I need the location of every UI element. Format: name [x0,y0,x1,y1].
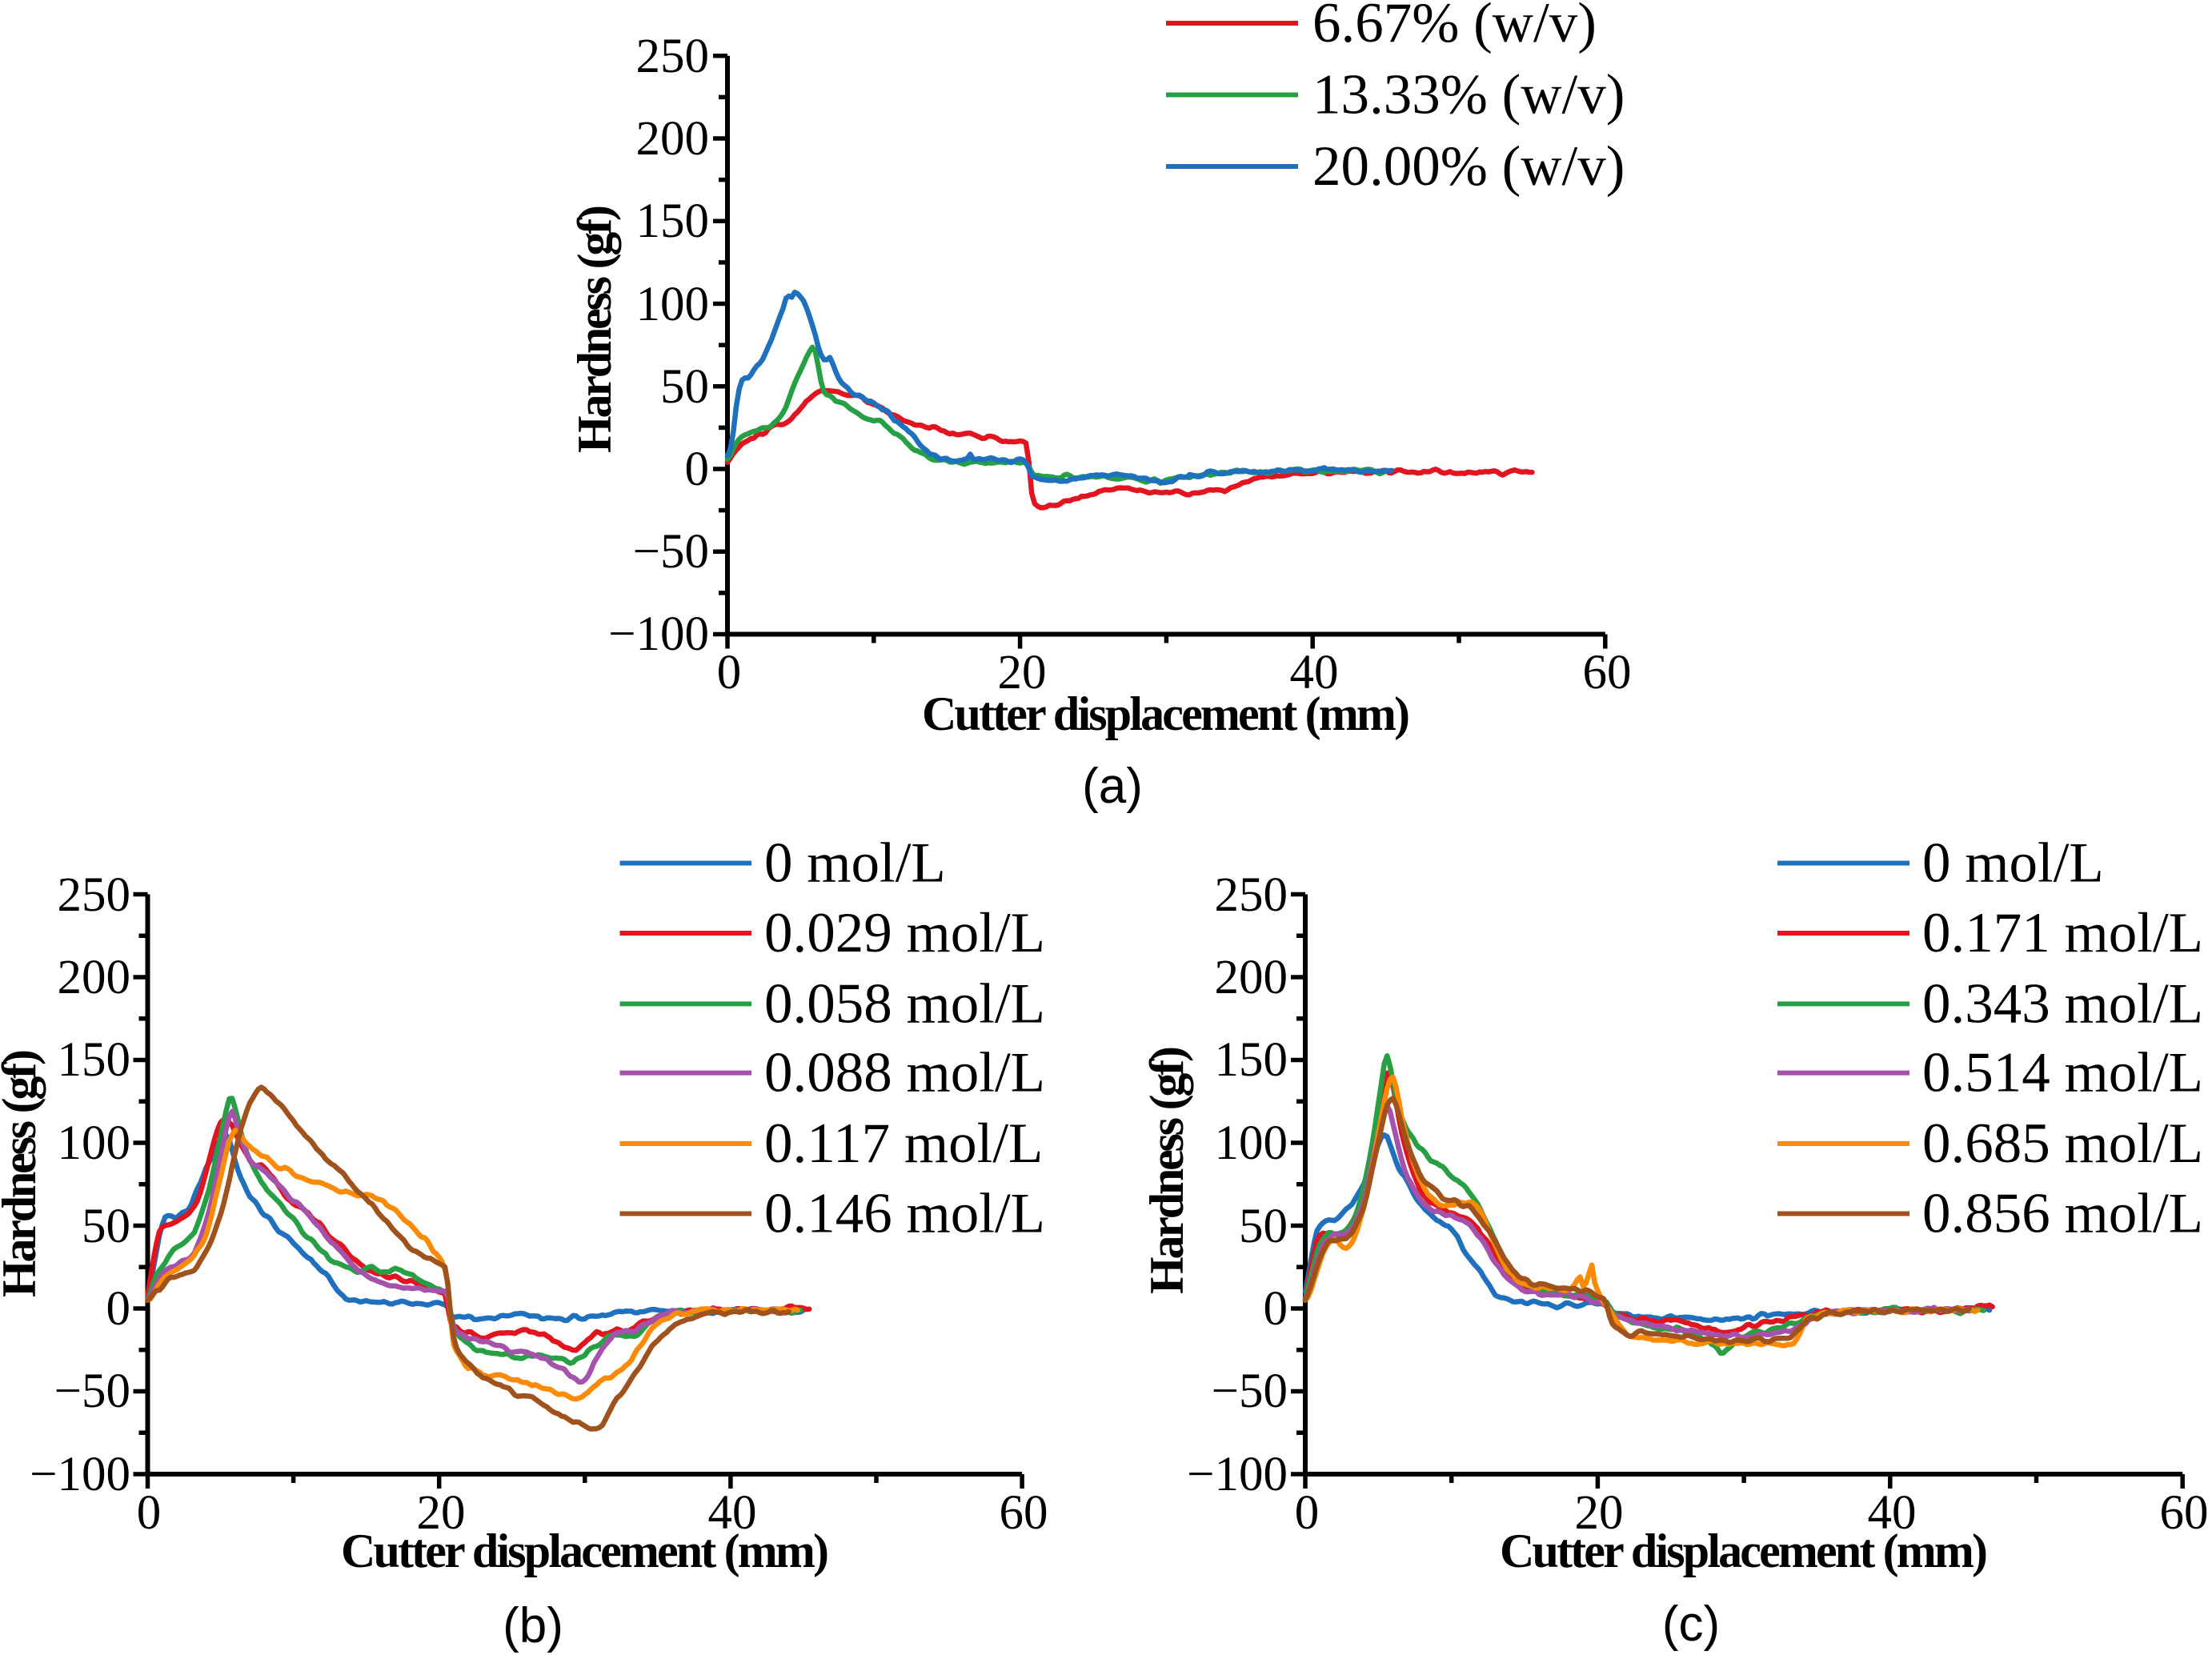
svg-text:250: 250 [58,868,131,922]
svg-text:150: 150 [58,1033,131,1087]
svg-text:Hardness (gf): Hardness (gf) [568,205,621,453]
svg-text:250: 250 [636,30,710,83]
svg-text:200: 200 [636,112,710,166]
svg-text:−100: −100 [1187,1448,1288,1501]
svg-text:0: 0 [1264,1282,1288,1336]
svg-text:−50: −50 [1212,1364,1288,1418]
svg-text:0.029 mol/L: 0.029 mol/L [764,902,1045,964]
svg-text:−50: −50 [54,1364,130,1418]
svg-text:(b): (b) [503,1598,563,1653]
svg-text:−100: −100 [608,607,709,661]
svg-text:0.171 mol/L: 0.171 mol/L [1922,902,2203,964]
svg-text:0.088 mol/L: 0.088 mol/L [764,1042,1045,1104]
svg-text:40: 40 [1290,646,1339,699]
svg-text:0 mol/L: 0 mol/L [1922,832,2104,895]
svg-text:50: 50 [660,360,709,414]
svg-text:0.856 mol/L: 0.856 mol/L [1922,1183,2203,1245]
svg-text:Cutter displacement (mm): Cutter displacement (mm) [1500,1525,1988,1577]
svg-text:0: 0 [1295,1486,1320,1540]
svg-text:0.685 mol/L: 0.685 mol/L [1922,1112,2203,1175]
svg-text:0.146 mol/L: 0.146 mol/L [764,1183,1045,1245]
svg-text:60: 60 [2160,1486,2209,1540]
svg-text:40: 40 [1868,1486,1917,1540]
svg-text:20.00% (w/v): 20.00% (w/v) [1312,135,1625,198]
svg-text:0.514 mol/L: 0.514 mol/L [1922,1042,2203,1104]
svg-text:Hardness (gf): Hardness (gf) [1140,1046,1193,1294]
svg-text:Cutter displacement (mm): Cutter displacement (mm) [341,1525,829,1577]
svg-text:100: 100 [636,278,710,331]
svg-text:(a): (a) [1082,759,1143,814]
svg-text:50: 50 [1239,1200,1288,1253]
svg-text:60: 60 [1000,1486,1048,1540]
svg-text:13.33% (w/v): 13.33% (w/v) [1312,64,1625,126]
svg-text:20: 20 [417,1486,466,1540]
svg-text:−50: −50 [633,525,709,579]
svg-text:0: 0 [685,443,710,496]
svg-text:250: 250 [1215,868,1288,922]
svg-text:0.058 mol/L: 0.058 mol/L [764,972,1045,1035]
svg-text:0: 0 [137,1486,162,1540]
svg-text:Cutter displacement (mm): Cutter displacement (mm) [922,687,1410,740]
svg-text:20: 20 [1575,1486,1624,1540]
svg-text:0: 0 [717,646,742,699]
svg-text:−100: −100 [30,1448,130,1501]
svg-text:150: 150 [1215,1033,1288,1087]
svg-text:100: 100 [1215,1116,1288,1170]
svg-text:60: 60 [1583,646,1632,699]
svg-text:20: 20 [998,646,1047,699]
svg-text:0.343 mol/L: 0.343 mol/L [1922,972,2203,1035]
svg-text:6.67% (w/v): 6.67% (w/v) [1312,0,1597,54]
svg-text:(c): (c) [1662,1597,1720,1652]
svg-text:200: 200 [1215,951,1288,1004]
svg-text:50: 50 [82,1200,130,1253]
svg-text:200: 200 [58,951,131,1004]
svg-text:0.117 mol/L: 0.117 mol/L [764,1112,1043,1175]
svg-text:100: 100 [58,1116,131,1170]
svg-text:150: 150 [636,194,710,248]
svg-text:40: 40 [708,1486,757,1540]
svg-text:0 mol/L: 0 mol/L [764,832,946,895]
svg-text:0: 0 [106,1282,131,1336]
svg-text:Hardness (gf): Hardness (gf) [0,1049,46,1297]
